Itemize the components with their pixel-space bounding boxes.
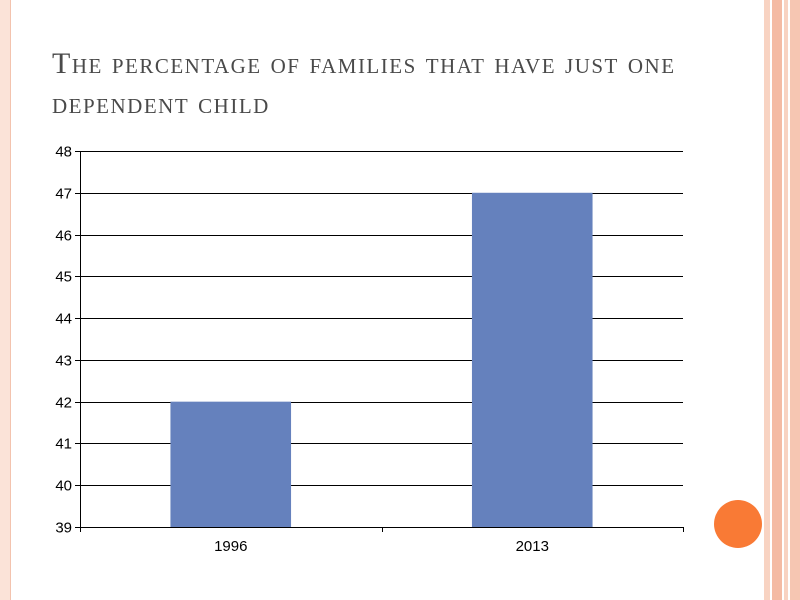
right-border-stripe-4 <box>790 0 800 600</box>
bar-2013 <box>471 192 593 527</box>
x-tick-label-2013: 2013 <box>516 538 549 555</box>
y-tick-label-42: 42 <box>55 395 72 412</box>
y-tick-label-46: 46 <box>55 228 72 245</box>
orange-circle-decoration <box>714 500 762 548</box>
slide-title: The percentage of families that have jus… <box>52 47 676 120</box>
x-tick-label-1996: 1996 <box>214 538 247 555</box>
right-border-stripe-2 <box>772 0 782 600</box>
y-tick-label-43: 43 <box>55 353 72 370</box>
y-tick-label-44: 44 <box>55 311 72 328</box>
y-tick-label-40: 40 <box>55 478 72 495</box>
right-border-stripe-1 <box>764 0 770 600</box>
y-tick-label-39: 39 <box>55 520 72 537</box>
bar-1996 <box>170 401 292 527</box>
y-tick-label-45: 45 <box>55 269 72 286</box>
right-border-stripe-3 <box>784 0 788 600</box>
y-tick-label-48: 48 <box>55 144 72 161</box>
tick-labels: 39 40 41 42 43 44 45 46 47 48 1996 2013 <box>55 144 549 556</box>
y-tick-label-41: 41 <box>55 436 72 453</box>
axes <box>75 151 684 532</box>
bars <box>170 192 593 527</box>
left-border-stripe <box>0 0 11 600</box>
y-tick-label-47: 47 <box>55 186 72 203</box>
